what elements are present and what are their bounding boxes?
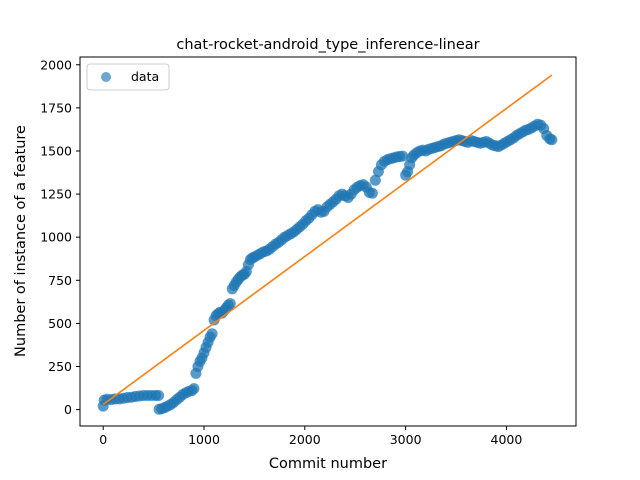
data-point [369,174,381,186]
x-tick-label: 0 [99,432,107,447]
y-tick-label: 1500 [40,143,72,158]
axes-frame [79,56,577,427]
y-tick-label: 2000 [40,57,72,72]
y-tick-label: 750 [48,273,72,288]
legend-marker-data [101,72,111,82]
data-point [224,298,236,310]
data-point [366,187,378,199]
data-point [188,383,200,395]
legend-box [86,63,170,91]
y-tick-label: 1000 [40,230,72,245]
x-tick-label: 3000 [390,432,422,447]
legend: data [86,63,170,91]
legend-label-data: data [131,69,159,84]
y-tick-label: 250 [48,359,72,374]
y-tick-label: 0 [64,402,72,417]
y-tick-label: 1750 [40,100,72,115]
data-point [153,389,165,401]
data-point [206,328,218,340]
x-axis-label: Commit number [269,456,387,472]
data-point [546,134,558,146]
x-axis: 0 1000 2000 3000 4000 [99,426,522,447]
y-tick-label: 500 [48,316,72,331]
chart-title: chat-rocket-android_type_inference-linea… [176,37,479,53]
linear-fit-line [102,74,553,406]
y-axis-label: Number of instance of a feature [13,125,29,357]
x-tick-label: 4000 [491,432,523,447]
y-tick-label: 1250 [40,187,72,202]
x-tick-label: 1000 [188,432,220,447]
data-point [397,150,409,162]
x-tick-label: 2000 [289,432,321,447]
y-axis: 0 250 500 750 1000 1250 1500 1750 2000 [40,57,80,417]
plot-area [97,74,558,415]
